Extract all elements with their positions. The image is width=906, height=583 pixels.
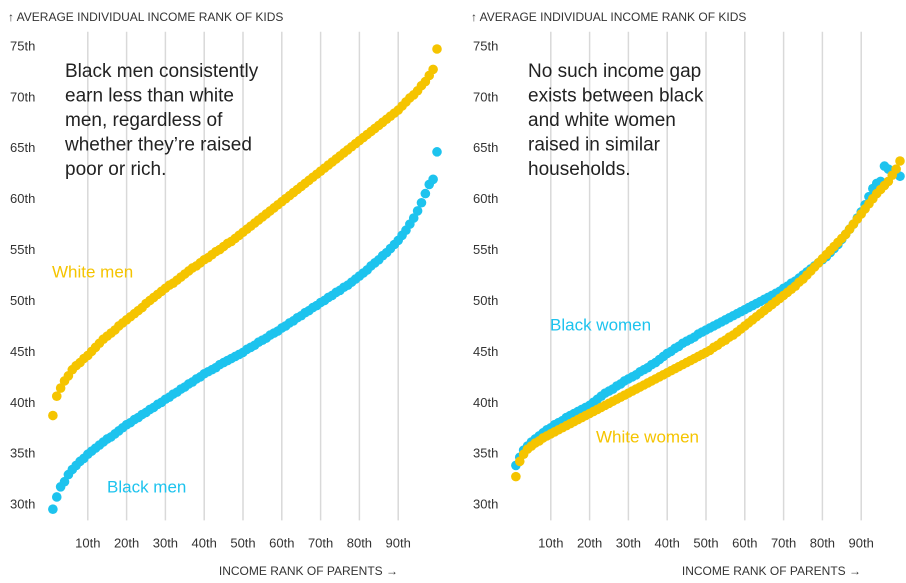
- x-tick-label: 20th: [114, 535, 139, 550]
- series-label: White men: [52, 262, 133, 281]
- y-tick-label: 35th: [10, 446, 35, 461]
- x-tick-label: 90th: [386, 535, 411, 550]
- series-label: White women: [596, 427, 699, 446]
- x-tick-label: 70th: [308, 535, 333, 550]
- x-tick-label: 90th: [849, 535, 874, 550]
- y-tick-label: 65th: [10, 140, 35, 155]
- annotation: No such income gap: [528, 61, 701, 82]
- annotation: earn less than white: [65, 86, 234, 107]
- x-tick-label: 30th: [153, 535, 178, 550]
- point: [51, 492, 62, 502]
- y-tick-label: 45th: [473, 344, 498, 359]
- x-tick-label: 30th: [616, 535, 641, 550]
- y-tick-label: 60th: [10, 191, 35, 206]
- x-tick-label: 50th: [230, 535, 255, 550]
- point: [432, 147, 442, 157]
- point: [891, 164, 901, 174]
- annotation: whether they’re raised: [64, 135, 252, 156]
- point: [420, 188, 431, 199]
- annotation: men, regardless of: [65, 110, 223, 131]
- point: [514, 456, 525, 467]
- x-tick-label: 60th: [269, 535, 294, 550]
- x-tick-label: 10th: [75, 535, 100, 550]
- x-tick-label: 60th: [732, 535, 757, 550]
- y-tick-label: 40th: [473, 395, 498, 410]
- annotation: households.: [528, 159, 630, 180]
- annotation: and white women: [528, 110, 676, 131]
- x-axis-label: INCOME RANK OF PARENTS →: [682, 564, 861, 578]
- x-axis-label: INCOME RANK OF PARENTS →: [219, 564, 398, 578]
- y-tick-label: 75th: [473, 38, 498, 53]
- series-label: Black men: [107, 477, 186, 496]
- x-tick-label: 10th: [538, 535, 563, 550]
- x-tick-label: 20th: [577, 535, 602, 550]
- point: [428, 174, 438, 185]
- x-tick-label: 80th: [347, 535, 372, 550]
- y-axis-label: ↑ AVERAGE INDIVIDUAL INCOME RANK OF KIDS: [471, 10, 746, 24]
- point: [59, 476, 70, 487]
- y-tick-label: 50th: [473, 293, 498, 308]
- x-tick-label: 80th: [810, 535, 835, 550]
- x-tick-label: 50th: [693, 535, 718, 550]
- point: [51, 391, 62, 401]
- point: [416, 197, 427, 208]
- y-tick-label: 65th: [473, 140, 498, 155]
- annotation: poor or rich.: [65, 159, 166, 180]
- annotation: raised in similar: [528, 135, 661, 156]
- y-tick-label: 60th: [473, 191, 498, 206]
- x-tick-label: 40th: [655, 535, 680, 550]
- y-tick-label: 40th: [10, 395, 35, 410]
- point: [48, 410, 58, 421]
- point: [428, 64, 438, 75]
- point: [895, 171, 905, 182]
- point: [408, 213, 419, 223]
- y-tick-label: 35th: [473, 446, 498, 461]
- point: [48, 504, 58, 515]
- y-axis-label: ↑ AVERAGE INDIVIDUAL INCOME RANK OF KIDS: [8, 10, 283, 24]
- x-tick-label: 70th: [771, 535, 796, 550]
- y-tick-label: 55th: [473, 242, 498, 257]
- series-label: Black women: [550, 315, 651, 334]
- point: [432, 44, 442, 54]
- y-tick-label: 30th: [10, 497, 35, 512]
- y-tick-label: 30th: [473, 497, 498, 512]
- x-tick-label: 40th: [192, 535, 217, 550]
- y-tick-label: 70th: [10, 89, 35, 104]
- y-tick-label: 50th: [10, 293, 35, 308]
- point: [511, 471, 521, 482]
- y-tick-label: 75th: [10, 38, 35, 53]
- y-tick-label: 55th: [10, 242, 35, 257]
- point: [55, 383, 66, 393]
- point: [412, 206, 423, 216]
- y-tick-label: 45th: [10, 344, 35, 359]
- annotation: Black men consistently: [65, 61, 259, 82]
- y-tick-label: 70th: [473, 89, 498, 104]
- point: [895, 156, 905, 166]
- annotation: exists between black: [528, 86, 704, 107]
